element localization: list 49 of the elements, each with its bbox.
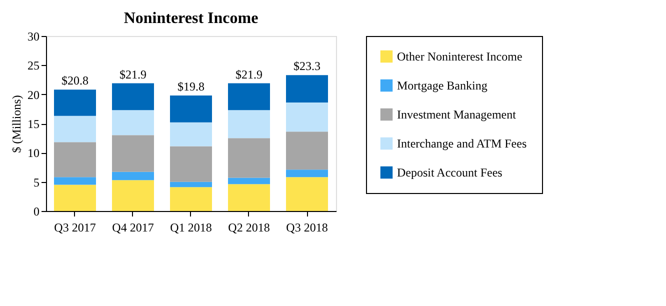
legend-label: Other Noninterest Income — [397, 50, 522, 64]
total-label: $21.9 — [120, 67, 146, 82]
y-tick-label: 0 — [34, 204, 40, 218]
y-tick-label: 20 — [28, 88, 40, 102]
bar — [228, 184, 270, 211]
bar — [112, 110, 154, 136]
bar — [54, 184, 96, 211]
bar — [170, 146, 212, 182]
bar — [286, 75, 328, 102]
bar — [228, 138, 270, 178]
y-tick-label: 25 — [28, 58, 40, 73]
total-label: $21.9 — [236, 67, 262, 82]
x-tick-label: Q2 2018 — [228, 220, 270, 234]
bar — [228, 83, 270, 110]
total-label: $20.8 — [62, 74, 88, 88]
bar — [112, 83, 154, 110]
bar — [54, 177, 96, 185]
bar — [286, 177, 328, 211]
x-tick-label: Q1 2018 — [170, 220, 212, 234]
bar — [228, 110, 270, 138]
total-label: $19.8 — [178, 80, 204, 94]
bar — [170, 122, 212, 146]
bar — [54, 142, 96, 178]
bar — [54, 90, 96, 116]
x-tick-label: Q3 2017 — [54, 220, 96, 234]
bar — [54, 116, 96, 142]
bar — [112, 172, 154, 180]
chart-title: Noninterest Income — [124, 10, 258, 27]
y-tick-label: 30 — [28, 30, 40, 44]
y-axis-title: $ (Millions) — [10, 95, 24, 153]
bar — [170, 182, 212, 188]
legend-label: Mortgage Banking — [397, 78, 488, 92]
bar — [286, 102, 328, 132]
bar — [170, 96, 212, 122]
y-tick-label: 5 — [34, 175, 40, 190]
x-tick-label: Q3 2018 — [286, 220, 328, 234]
x-tick-label: Q4 2017 — [112, 220, 154, 234]
bar — [112, 135, 154, 172]
bar — [112, 180, 154, 211]
y-tick-label: 10 — [28, 146, 40, 160]
total-label: $23.3 — [294, 59, 320, 74]
bar — [286, 170, 328, 178]
bar — [228, 178, 270, 184]
bar — [170, 187, 212, 211]
bar — [286, 132, 328, 170]
legend-label: Interchange and ATM Fees — [397, 136, 527, 150]
legend-label: Investment Management — [397, 108, 517, 122]
legend-label: Deposit Account Fees — [397, 166, 503, 180]
y-tick-label: 15 — [28, 117, 40, 131]
